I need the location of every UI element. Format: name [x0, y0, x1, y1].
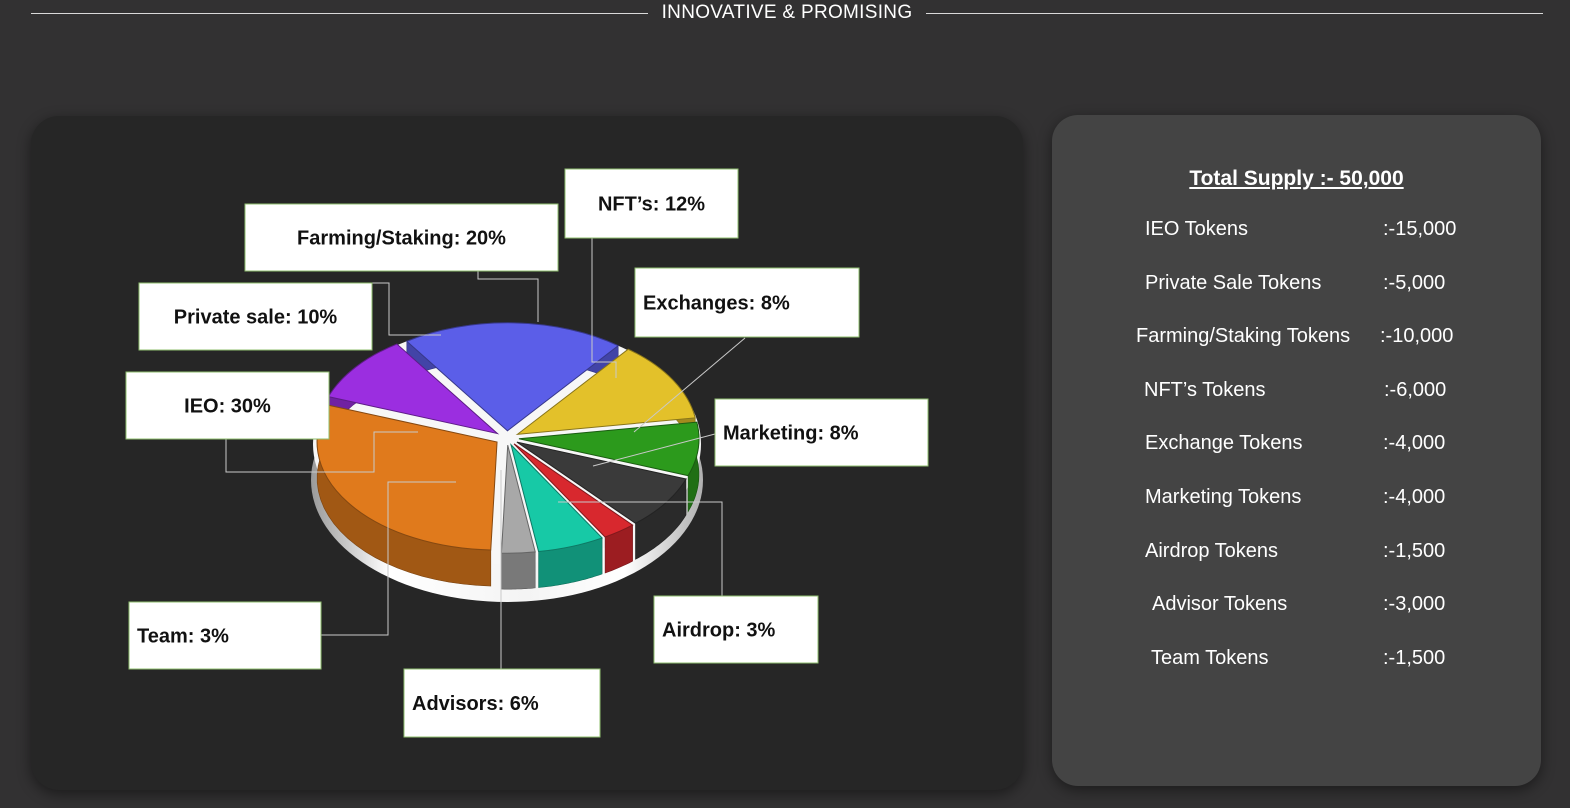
supply-row: Marketing Tokens :-4,000: [1052, 486, 1541, 516]
supply-title: Total Supply :- 50,000: [1189, 167, 1404, 190]
supply-row-label: Farming/Staking Tokens: [1136, 325, 1351, 347]
data-label-text: Airdrop: 3%: [662, 620, 776, 642]
supply-row-label: IEO Tokens: [1145, 218, 1249, 240]
data-label: Private sale: 10%: [138, 282, 373, 351]
data-label-text: Advisors: 6%: [412, 693, 539, 715]
data-label: Team: 3%: [128, 601, 322, 670]
supply-row-value: :-5,000: [1383, 272, 1446, 294]
supply-row: Exchange Tokens :-4,000: [1052, 432, 1541, 462]
supply-row-value: :-4,000: [1383, 432, 1446, 454]
label-leader-line: [558, 501, 723, 596]
supply-row-value: :-10,000: [1380, 325, 1454, 347]
chart-panel: IEO: 30% Private sale: 10% Farming/Staking…: [31, 116, 1023, 790]
data-label-text: NFT’s: 12%: [598, 194, 705, 216]
supply-row-value: :-6,000: [1384, 379, 1447, 401]
supply-row-value: :-1,500: [1383, 540, 1446, 562]
pie-slice: [513, 443, 634, 538]
heading-rule-left: [31, 12, 648, 14]
label-leader-line: [321, 481, 456, 636]
supply-row: IEO Tokens :-15,000: [1052, 218, 1541, 248]
data-label: Farming/Staking: 20%: [244, 203, 559, 272]
pie-slice: [510, 443, 604, 553]
label-leader-line: [477, 271, 539, 322]
supply-panel: Total Supply :- 50,000 IEO Tokens :-15,0…: [1052, 115, 1541, 786]
supply-row-label: Private Sale Tokens: [1145, 272, 1322, 294]
section-heading: INNOVATIVE & PROMISING: [31, 0, 1544, 26]
label-leader-line: [633, 337, 746, 433]
supply-row-label: Advisor Tokens: [1152, 593, 1288, 615]
data-label-text: Exchanges: 8%: [643, 293, 790, 315]
data-label: IEO: 30%: [125, 371, 330, 440]
section-title: INNOVATIVE & PROMISING: [661, 2, 913, 23]
data-label: Advisors: 6%: [403, 668, 601, 738]
supply-row-label: Team Tokens: [1151, 647, 1269, 669]
label-leader-line: [592, 433, 716, 467]
supply-row-label: Airdrop Tokens: [1145, 540, 1279, 562]
data-label: Exchanges: 8%: [634, 267, 860, 338]
supply-row: Airdrop Tokens :-1,500: [1052, 540, 1541, 570]
data-label: Marketing: 8%: [714, 398, 929, 467]
supply-row-label: Marketing Tokens: [1145, 486, 1302, 508]
data-label-text: Marketing: 8%: [723, 423, 859, 445]
pie-slice: [516, 441, 687, 524]
label-leader-line: [591, 238, 617, 378]
supply-row-value: :-1,500: [1383, 647, 1446, 669]
pie-slice: [518, 421, 700, 477]
pie-slice-side: [501, 551, 536, 590]
supply-row: Farming/Staking Tokens :-10,000: [1052, 325, 1541, 355]
supply-row: NFT’s Tokens :-6,000: [1052, 379, 1541, 409]
pie-slice: [327, 343, 500, 435]
pie-chart: IEO: 30% Private sale: 10% Farming/Staking…: [125, 168, 929, 738]
data-label: NFT’s: 12%: [564, 168, 739, 239]
supply-row: Team Tokens :-1,500: [1052, 647, 1541, 677]
data-label: Airdrop: 3%: [653, 595, 819, 664]
supply-row-value: :-3,000: [1383, 593, 1446, 615]
heading-rule-right: [926, 12, 1544, 14]
supply-row-label: Exchange Tokens: [1145, 432, 1303, 454]
pie-slice: [515, 348, 696, 436]
data-label-text: Farming/Staking: 20%: [297, 228, 506, 250]
label-leader-line: [372, 282, 441, 336]
pie-slice: [405, 322, 620, 432]
label-leader-line: [225, 431, 418, 473]
data-label-text: Private sale: 10%: [174, 307, 338, 329]
data-label-text: Team: 3%: [137, 626, 229, 648]
supply-row: Private Sale Tokens :-5,000: [1052, 272, 1541, 302]
supply-row-value: :-15,000: [1383, 218, 1457, 240]
data-label-text: IEO: 30%: [184, 396, 271, 418]
supply-row-label: NFT’s Tokens: [1144, 379, 1266, 401]
supply-row: Advisor Tokens :-3,000: [1052, 593, 1541, 623]
supply-row-value: :-4,000: [1383, 486, 1446, 508]
